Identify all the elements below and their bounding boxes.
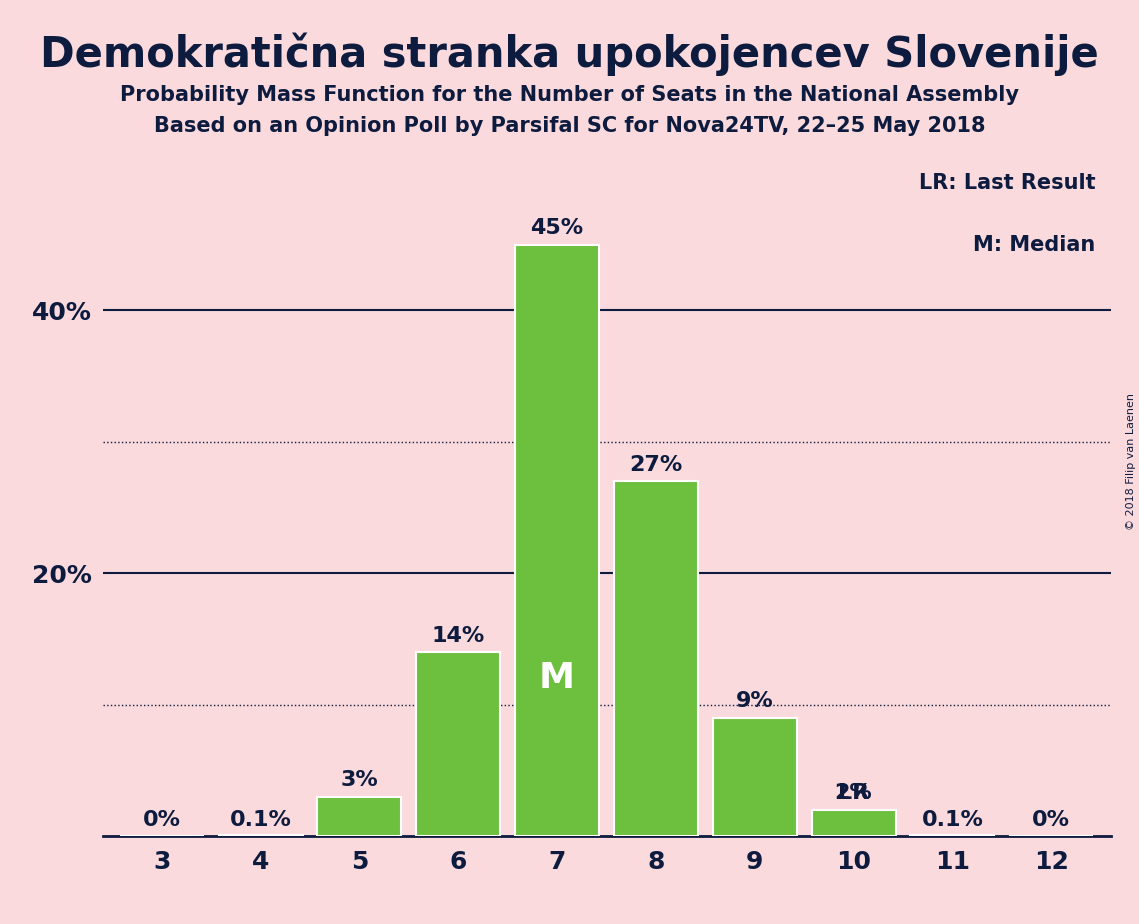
Bar bbox=[713, 718, 797, 836]
Text: Based on an Opinion Poll by Parsifal SC for Nova24TV, 22–25 May 2018: Based on an Opinion Poll by Parsifal SC … bbox=[154, 116, 985, 137]
Bar bbox=[910, 835, 994, 836]
Bar bbox=[515, 245, 599, 836]
Bar bbox=[614, 481, 698, 836]
Text: 45%: 45% bbox=[531, 218, 583, 238]
Text: 9%: 9% bbox=[736, 691, 773, 711]
Text: Demokratična stranka upokojencev Slovenije: Demokratična stranka upokojencev Sloveni… bbox=[40, 32, 1099, 76]
Text: M: Median: M: Median bbox=[973, 235, 1096, 254]
Text: 0%: 0% bbox=[1032, 809, 1071, 830]
Bar bbox=[812, 810, 895, 836]
Text: 14%: 14% bbox=[432, 626, 485, 646]
Text: 3%: 3% bbox=[341, 771, 378, 790]
Text: 0.1%: 0.1% bbox=[921, 809, 983, 830]
Text: LR: LR bbox=[838, 784, 869, 803]
Text: LR: Last Result: LR: Last Result bbox=[919, 173, 1096, 193]
Text: © 2018 Filip van Laenen: © 2018 Filip van Laenen bbox=[1126, 394, 1136, 530]
Text: Probability Mass Function for the Number of Seats in the National Assembly: Probability Mass Function for the Number… bbox=[120, 85, 1019, 105]
Text: 27%: 27% bbox=[630, 455, 682, 475]
Text: 0%: 0% bbox=[142, 809, 181, 830]
Text: 0.1%: 0.1% bbox=[230, 809, 292, 830]
Bar bbox=[416, 652, 500, 836]
Text: 2%: 2% bbox=[835, 784, 872, 803]
Bar bbox=[219, 835, 303, 836]
Bar bbox=[318, 796, 401, 836]
Text: M: M bbox=[539, 662, 575, 696]
